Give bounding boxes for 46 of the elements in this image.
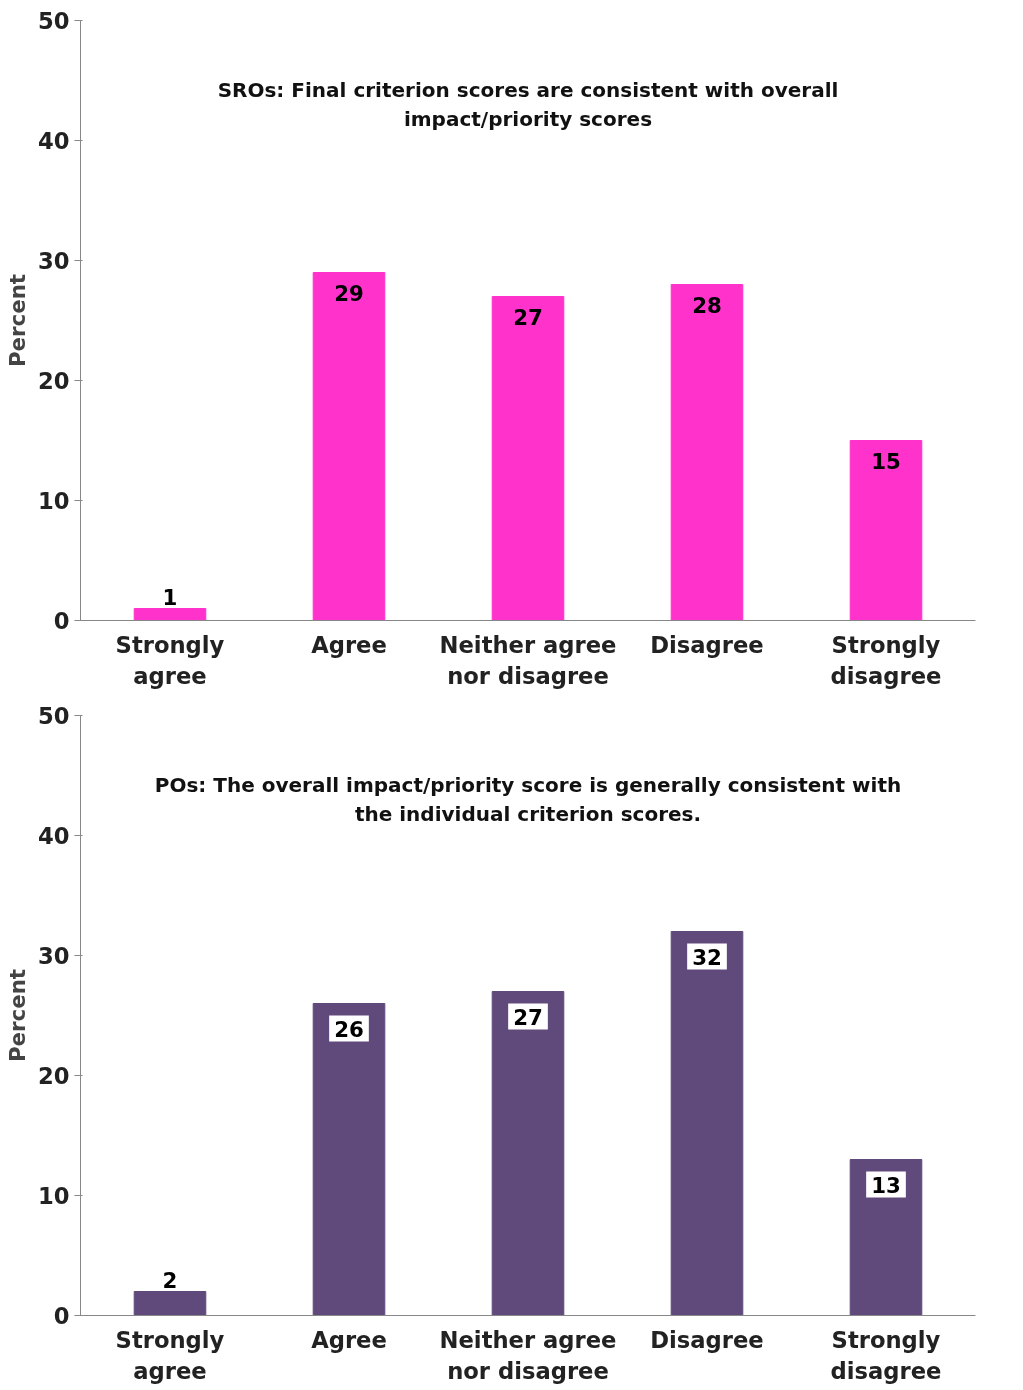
data-label: 29 [334, 280, 364, 306]
data-label: 26 [334, 1016, 364, 1042]
bar [670, 931, 744, 1316]
x-tick-label: Agree [311, 631, 387, 658]
y-tick-label: 0 [53, 1303, 70, 1329]
data-label: 32 [692, 944, 722, 970]
x-tick-label: Strongly agree [115, 1326, 225, 1384]
text: POs: The overall impact/priority score is generally consistent with the individual criterion scores. [154, 773, 902, 826]
y-tick-label: 0 [53, 608, 70, 634]
y-tick-label: 30 [37, 943, 70, 969]
y-axis-title: Percent [4, 273, 30, 368]
bar [133, 608, 207, 621]
bar [849, 1159, 923, 1316]
bar [133, 1291, 207, 1316]
data-label: 1 [162, 584, 178, 610]
y-tick-label: 40 [37, 128, 70, 154]
y-tick-label: 10 [37, 488, 70, 514]
y-tick-label: 20 [37, 1063, 70, 1089]
bar [312, 272, 386, 621]
bar [849, 440, 923, 621]
data-label: 13 [871, 1172, 901, 1198]
data-label: 15 [871, 448, 901, 474]
x-tick-label: Disagree [650, 1326, 764, 1353]
x-tick-label: Agree [311, 1326, 387, 1353]
x-tick-label: Neither agree nor disagree [439, 631, 617, 689]
bar [670, 284, 744, 621]
x-tick-label: Strongly disagree [830, 631, 942, 689]
y-tick-label: 50 [37, 703, 70, 729]
bar [491, 991, 565, 1316]
y-tick-label: 20 [37, 368, 70, 394]
x-tick-label: Strongly agree [115, 631, 225, 689]
data-label: 27 [513, 304, 543, 330]
bar [312, 1003, 386, 1316]
bar [491, 296, 565, 621]
data-label: 27 [513, 1004, 543, 1030]
y-tick-label: 40 [37, 823, 70, 849]
data-label: 2 [162, 1267, 178, 1293]
y-tick-label: 50 [37, 8, 70, 34]
text: SROs: Final criterion scores are consistent with overall impact/priority scores [217, 78, 839, 131]
data-label: 28 [692, 292, 722, 318]
x-tick-label: Neither agree nor disagree [439, 1326, 617, 1384]
x-tick-label: Strongly disagree [830, 1326, 942, 1384]
y-tick-label: 10 [37, 1183, 70, 1209]
x-tick-label: Disagree [650, 631, 764, 658]
y-tick-label: 30 [37, 248, 70, 274]
y-axis-title: Percent [4, 968, 30, 1063]
